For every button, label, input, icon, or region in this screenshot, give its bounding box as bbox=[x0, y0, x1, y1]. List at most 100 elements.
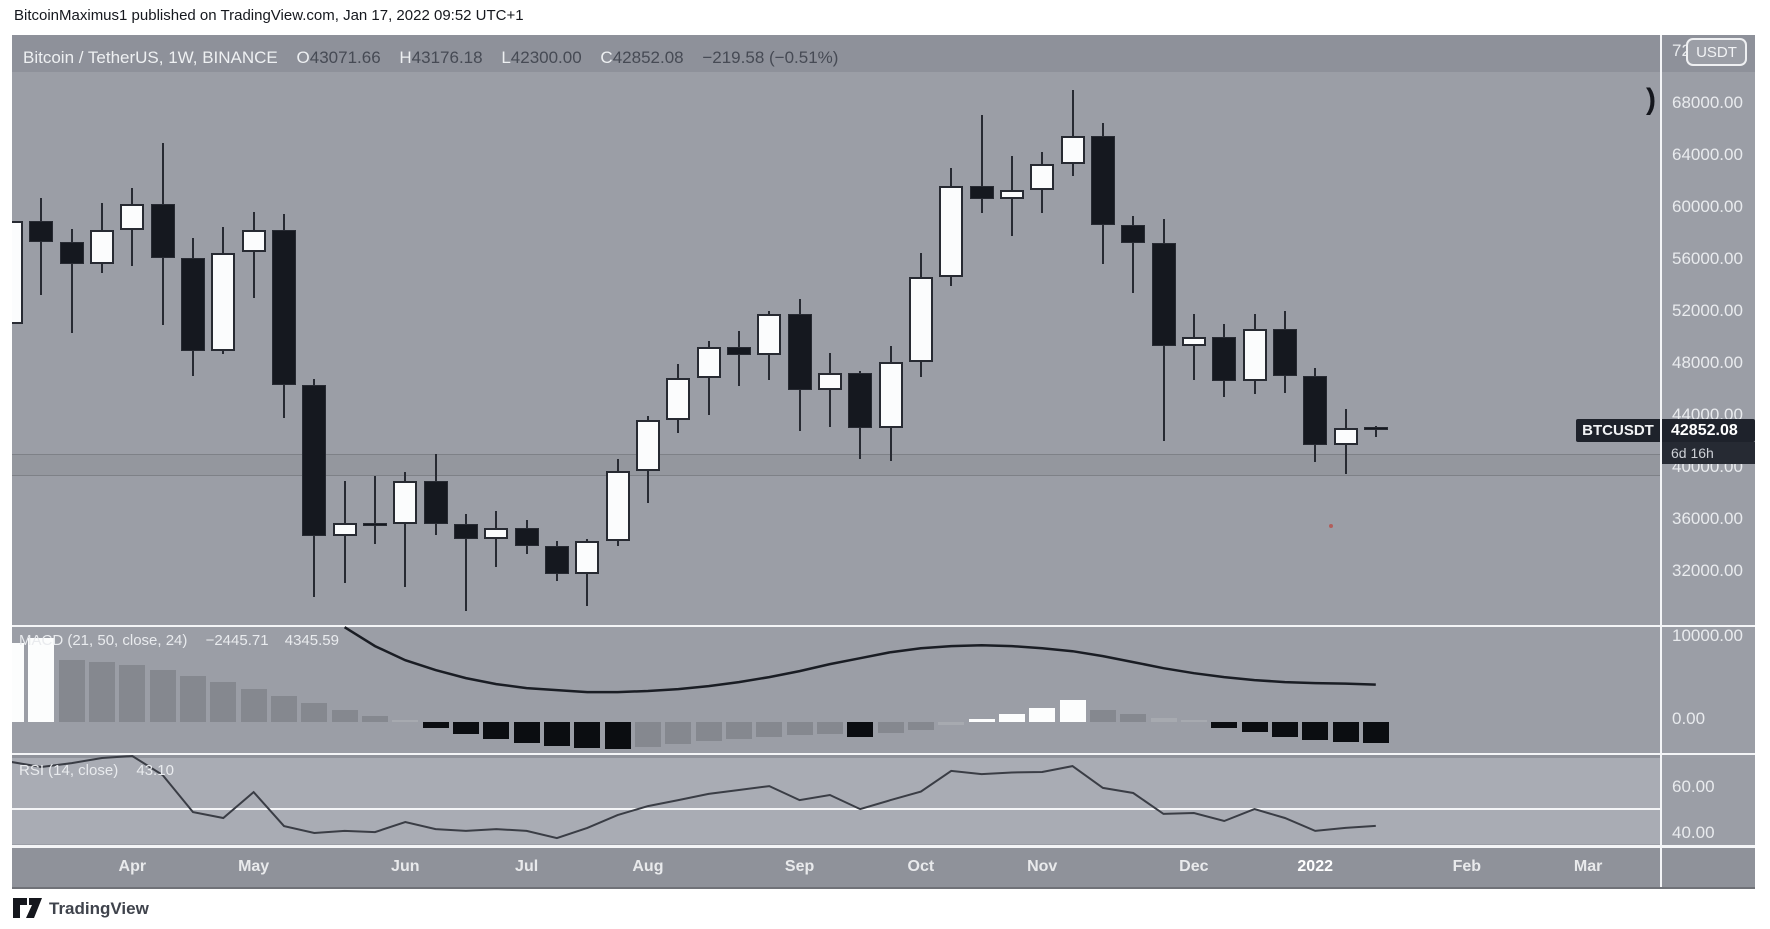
macd-title: MACD (21, 50, close, 24) bbox=[19, 632, 188, 649]
time-axis-label-dec: Dec bbox=[1179, 858, 1209, 875]
candle bbox=[1151, 243, 1176, 347]
change-value: −219.58 (−0.51%) bbox=[702, 48, 839, 67]
main-chart-canvas[interactable] bbox=[12, 35, 1660, 887]
candle bbox=[939, 186, 964, 278]
candle bbox=[635, 420, 660, 471]
macd-histogram-bar bbox=[1362, 722, 1389, 744]
price-axis-label: 64000.00 bbox=[1672, 145, 1743, 164]
open-label: O bbox=[296, 48, 310, 67]
macd-histogram-bar bbox=[1059, 699, 1086, 722]
time-axis-label-may: May bbox=[238, 858, 270, 875]
red-dot-artifact bbox=[1329, 524, 1333, 528]
candle bbox=[999, 190, 1024, 200]
macd-axis-label: 0.00 bbox=[1672, 709, 1706, 728]
tradingview-logo-link[interactable]: TradingView bbox=[13, 898, 149, 919]
macd-histogram-bar bbox=[1089, 709, 1116, 722]
candle bbox=[757, 313, 782, 356]
high-label: H bbox=[399, 48, 412, 67]
candle bbox=[211, 252, 236, 352]
candle bbox=[12, 221, 23, 324]
macd-panel-canvas[interactable] bbox=[12, 35, 1660, 887]
macd-histogram-bar bbox=[907, 722, 934, 730]
macd-histogram-bar bbox=[725, 722, 752, 739]
candle-wick bbox=[252, 212, 255, 298]
time-axis-label-apr: Apr bbox=[118, 858, 147, 875]
separator-main-macd bbox=[12, 625, 1755, 627]
candle-wick bbox=[464, 513, 467, 612]
time-axis-label-sep: Sep bbox=[784, 858, 815, 875]
macd-histogram-bar bbox=[604, 722, 631, 749]
candle bbox=[575, 541, 600, 574]
time-axis[interactable]: Apr May Jun Jul Aug Sep Oct Nov Dec 2022 Feb Mar bbox=[12, 848, 1755, 887]
time-axis-label-jun: Jun bbox=[391, 858, 420, 875]
macd-histogram-bar bbox=[240, 689, 267, 722]
symbol-title: Bitcoin / TetherUS, 1W, BINANCE bbox=[23, 48, 278, 67]
candle bbox=[302, 385, 327, 536]
macd-histogram-bar bbox=[483, 722, 510, 739]
candle bbox=[271, 230, 296, 386]
macd-histogram-bar bbox=[422, 722, 449, 729]
candle-wick bbox=[1132, 216, 1135, 293]
macd-histogram-bar bbox=[1180, 720, 1207, 722]
candle bbox=[150, 204, 175, 258]
macd-histogram-bar bbox=[12, 642, 24, 722]
macd-histogram-bar bbox=[1120, 714, 1147, 722]
time-axis-label-jul: Jul bbox=[515, 858, 539, 875]
candle bbox=[1303, 376, 1328, 445]
macd-histogram-bar bbox=[88, 662, 115, 722]
macd-histogram-bar bbox=[877, 722, 904, 734]
tradingview-brand-text: TradingView bbox=[49, 898, 149, 918]
macd-histogram-bar bbox=[58, 660, 85, 722]
price-axis-label: 48000.00 bbox=[1672, 353, 1743, 372]
macd-histogram-bar bbox=[1241, 722, 1268, 733]
candle bbox=[1030, 164, 1055, 191]
price-axis-label: 68000.00 bbox=[1672, 93, 1743, 112]
candle bbox=[1060, 135, 1085, 165]
price-axis-label: 52000.00 bbox=[1672, 301, 1743, 320]
candle bbox=[1363, 427, 1388, 431]
candle-wick bbox=[40, 197, 43, 296]
macd-histogram-bar bbox=[695, 722, 722, 742]
macd-histogram-bar bbox=[1332, 722, 1359, 742]
tradingview-icon bbox=[13, 898, 42, 918]
published-byline: BitcoinMaximus1 published on TradingView… bbox=[14, 7, 524, 24]
axis-marker-glyph: ) bbox=[1646, 83, 1656, 116]
price-axis-label: 36000.00 bbox=[1672, 509, 1743, 529]
macd-histogram-bar bbox=[119, 665, 146, 722]
macd-histogram-bar bbox=[665, 722, 692, 744]
candle bbox=[1181, 337, 1206, 347]
candle bbox=[453, 524, 478, 539]
candle bbox=[393, 481, 418, 525]
candle bbox=[969, 186, 994, 200]
macd-histogram-bar bbox=[756, 722, 783, 737]
time-axis-label-aug: Aug bbox=[632, 858, 664, 875]
candle bbox=[484, 528, 509, 539]
bar-countdown: 6d 16h bbox=[1662, 442, 1755, 464]
close-label: C bbox=[600, 48, 613, 67]
time-axis-label-nov: Nov bbox=[1027, 858, 1058, 875]
currency-toggle-button[interactable]: USDT bbox=[1686, 38, 1747, 66]
candle bbox=[89, 230, 114, 265]
candle bbox=[29, 221, 54, 243]
candle bbox=[696, 347, 721, 378]
macd-histogram-bar bbox=[301, 703, 328, 722]
macd-histogram-bar bbox=[998, 714, 1025, 722]
price-axis-separator bbox=[1660, 35, 1662, 887]
price-axis-label: 32000.00 bbox=[1672, 561, 1743, 581]
candle-wick bbox=[495, 511, 498, 568]
candle-wick bbox=[737, 330, 740, 387]
time-axis-label-mar: Mar bbox=[1573, 858, 1603, 875]
time-axis-label-feb: Feb bbox=[1452, 858, 1482, 875]
candle bbox=[908, 277, 933, 362]
candle-wick bbox=[1192, 313, 1195, 380]
close-value: 42852.08 bbox=[612, 48, 684, 67]
candle bbox=[1090, 135, 1115, 226]
macd-histogram-value: −2445.71 bbox=[205, 632, 269, 649]
candle bbox=[787, 313, 812, 391]
macd-histogram-bar bbox=[1150, 717, 1177, 722]
macd-line-value: 4345.59 bbox=[284, 632, 339, 649]
candle bbox=[1272, 329, 1297, 376]
candle bbox=[332, 522, 357, 536]
price-axis[interactable]: 68000.00 64000.00 60000.00 56000.00 52000.00… bbox=[1660, 35, 1755, 887]
macd-axis-label: 10000.00 bbox=[1672, 626, 1743, 645]
